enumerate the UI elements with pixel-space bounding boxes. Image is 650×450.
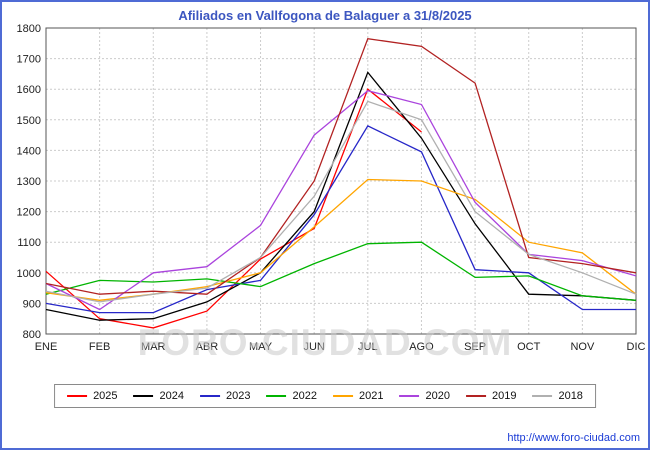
legend-item-2018: 2018 [532, 390, 583, 402]
legend-swatch-2023 [200, 395, 221, 397]
series-2023-line [45, 125, 636, 314]
legend-item-2024: 2024 [133, 390, 185, 402]
svg-text:1000: 1000 [17, 268, 41, 280]
legend-swatch-2022 [266, 395, 287, 397]
svg-text:SEP: SEP [464, 341, 486, 353]
svg-text:DIC: DIC [627, 341, 646, 353]
legend-swatch-2024 [133, 395, 154, 397]
series-2024-line [45, 71, 637, 321]
legend-swatch-2025 [67, 395, 88, 397]
footer: http://www.foro-ciudad.com [507, 432, 640, 444]
legend-item-2020: 2020 [399, 390, 450, 402]
svg-text:1500: 1500 [17, 115, 41, 127]
legend: 2025 2024 2023 2022 2021 2020 2019 2018 [54, 384, 596, 408]
legend-item-2021: 2021 [333, 390, 383, 402]
legend-swatch-2020 [399, 395, 420, 397]
legend-label-2018: 2018 [558, 390, 583, 402]
line-chart: 800 900 1000 1100 1200 1300 1400 1500 1600 1700 18… [6, 23, 646, 364]
svg-text:MAY: MAY [249, 341, 273, 353]
svg-text:NOV: NOV [570, 341, 595, 353]
series-2018-line [45, 100, 637, 303]
series-2022-line [45, 241, 637, 301]
legend-item-2025: 2025 [67, 390, 118, 402]
legend-swatch-2021 [333, 395, 353, 397]
series-2019-line [45, 37, 637, 295]
legend-swatch-2018 [532, 395, 553, 397]
series-2025-line [45, 88, 422, 329]
legend-item-2023: 2023 [200, 390, 251, 402]
chart-title: Afiliados en Vallfogona de Balaguer a 31… [178, 8, 472, 23]
svg-text:1100: 1100 [17, 237, 41, 249]
chart-plot: 800 900 1000 1100 1200 1300 1400 1500 1600 1700 18… [17, 23, 646, 353]
legend-label-2022: 2022 [292, 390, 317, 402]
legend-label-2021: 2021 [359, 390, 384, 402]
svg-text:900: 900 [23, 298, 41, 310]
svg-text:1700: 1700 [17, 54, 41, 66]
legend-label-2025: 2025 [93, 390, 118, 402]
legend-item-2022: 2022 [266, 390, 317, 402]
legend-swatch-2019 [465, 395, 486, 397]
svg-text:1600: 1600 [17, 84, 41, 96]
svg-text:ENE: ENE [35, 341, 58, 353]
legend-label-2023: 2023 [226, 390, 251, 402]
svg-text:MAR: MAR [141, 341, 166, 353]
legend-label-2019: 2019 [491, 390, 517, 402]
legend-label-2020: 2020 [425, 390, 450, 402]
svg-text:800: 800 [23, 329, 41, 341]
svg-text:1200: 1200 [17, 207, 41, 219]
svg-text:ABR: ABR [196, 341, 219, 353]
svg-text:1300: 1300 [17, 176, 41, 188]
svg-text:1800: 1800 [17, 24, 41, 35]
series-2020-line [45, 89, 637, 311]
svg-text:OCT: OCT [517, 341, 541, 353]
legend-item-2019: 2019 [465, 390, 517, 402]
svg-text:1400: 1400 [17, 145, 41, 157]
svg-text:FEB: FEB [89, 341, 110, 353]
svg-text:JUN: JUN [303, 341, 324, 353]
legend-label-2024: 2024 [159, 390, 185, 402]
svg-text:AGO: AGO [409, 341, 434, 353]
footer-link[interactable]: http://www.foro-ciudad.com [507, 432, 640, 444]
svg-text:JUL: JUL [358, 341, 378, 353]
